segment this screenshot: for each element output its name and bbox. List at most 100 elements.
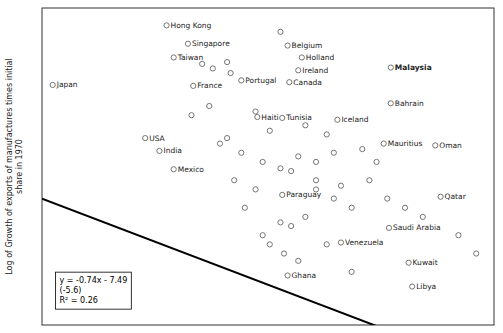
- scatter-point: [420, 214, 425, 219]
- scatter-point: [296, 258, 301, 263]
- point-label: Singapore: [192, 39, 230, 48]
- scatter-point: [253, 109, 258, 114]
- equation-line: R² = 0.26: [60, 296, 98, 305]
- scatter-point: [157, 148, 162, 153]
- point-label: Iceland: [341, 115, 368, 124]
- scatter-point: [386, 225, 391, 230]
- point-label: Qatar: [445, 192, 467, 201]
- point-label: Malaysia: [395, 63, 432, 72]
- scatter-point: [474, 251, 479, 256]
- scatter-point: [388, 65, 393, 70]
- page: {"chart_data": { "type": "scatter", "yla…: [0, 0, 503, 333]
- scatter-point: [278, 29, 283, 34]
- y-axis-label-line: Log of Growth of exports of manufactures…: [5, 58, 14, 274]
- scatter-point: [228, 70, 233, 75]
- point-label: Paraguay: [286, 190, 322, 199]
- point-label: USA: [149, 134, 165, 143]
- scatter-point: [324, 132, 329, 137]
- scatter-point: [313, 178, 318, 183]
- scatter-point: [338, 240, 343, 245]
- equation: y = -0.74x - 7.49(-5.6)R² = 0.26: [60, 276, 128, 305]
- point-label: Saudi Arabia: [393, 223, 441, 232]
- point-label: Oman: [439, 141, 462, 150]
- scatter-point: [232, 178, 237, 183]
- scatter-point: [381, 141, 386, 146]
- plot-marks: [42, 23, 494, 325]
- scatter-point: [207, 103, 212, 108]
- scatter-point: [289, 168, 294, 173]
- scatter-point: [331, 196, 336, 201]
- equation-line: (-5.6): [60, 286, 82, 295]
- scatter-point: [374, 159, 379, 164]
- point-label: Mauritius: [388, 139, 423, 148]
- scatter-point: [255, 114, 260, 119]
- y-axis-label-line: share in 1970: [15, 139, 24, 194]
- scatter-point: [278, 220, 283, 225]
- point-label: Canada: [293, 78, 322, 87]
- scatter-point: [267, 128, 272, 133]
- scatter-point: [242, 205, 247, 210]
- scatter-point: [171, 167, 176, 172]
- scatter-point: [285, 273, 290, 278]
- scatter-point: [260, 159, 265, 164]
- point-label: Bahrain: [395, 99, 424, 108]
- equation-line: y = -0.74x - 7.49: [60, 276, 128, 285]
- regression-line: [42, 199, 494, 325]
- scatter-point: [313, 159, 318, 164]
- scatter-point: [280, 115, 285, 120]
- scatter-point: [281, 251, 286, 256]
- scatter-point: [349, 269, 354, 274]
- scatter-point: [239, 78, 244, 83]
- scatter-point: [438, 194, 443, 199]
- scatter-point: [299, 55, 304, 60]
- plot-frame: [42, 8, 494, 325]
- scatter-point: [164, 23, 169, 28]
- scatter-point: [456, 233, 461, 238]
- scatter-point: [367, 178, 372, 183]
- point-label: Venezuela: [345, 238, 384, 247]
- scatter-point: [360, 146, 365, 151]
- scatter-point: [217, 141, 222, 146]
- scatter-point: [171, 55, 176, 60]
- point-label: Portugal: [245, 76, 276, 85]
- scatter-point: [338, 183, 343, 188]
- scatter-point: [50, 82, 55, 87]
- equation-frame: [56, 272, 132, 309]
- scatter-point: [289, 223, 294, 228]
- scatter-point: [189, 113, 194, 118]
- point-label: Kuwait: [413, 258, 438, 267]
- equation-box: y = -0.74x - 7.49(-5.6)R² = 0.26: [56, 272, 132, 309]
- point-label: France: [197, 81, 222, 90]
- scatter-point: [335, 117, 340, 122]
- point-label: Tunisia: [285, 113, 312, 122]
- scatter-point: [296, 154, 301, 159]
- scatter-point: [303, 214, 308, 219]
- scatter-point: [296, 68, 301, 73]
- scatter-point: [239, 150, 244, 155]
- scatter-point: [388, 101, 393, 106]
- scatter-point: [267, 242, 272, 247]
- scatter-point: [349, 205, 354, 210]
- point-label: Ghana: [292, 271, 317, 280]
- point-label: India: [163, 146, 181, 155]
- y-axis-label: Log of Growth of exports of manufactures…: [5, 58, 24, 274]
- point-label: Ireland: [302, 66, 328, 75]
- point-label: Hong Kong: [171, 21, 212, 30]
- scatter-point: [191, 83, 196, 88]
- scatter-point: [260, 233, 265, 238]
- point-label: Haiti: [261, 113, 278, 122]
- point-label: Libya: [416, 282, 436, 291]
- scatter-point: [185, 41, 190, 46]
- chart: Hong KongSingaporeTaiwanBelgiumHollandIr…: [0, 0, 503, 333]
- scatter-point: [331, 150, 336, 155]
- point-label: Mexico: [178, 165, 205, 174]
- point-label: Holland: [306, 53, 335, 62]
- scatter-point: [200, 61, 205, 66]
- scatter-point: [224, 135, 229, 140]
- scatter-point: [143, 135, 148, 140]
- point-label: Taiwan: [177, 53, 204, 62]
- scatter-point: [285, 43, 290, 48]
- scatter-point: [410, 284, 415, 289]
- scatter-point: [278, 166, 283, 171]
- scatter-point: [303, 123, 308, 128]
